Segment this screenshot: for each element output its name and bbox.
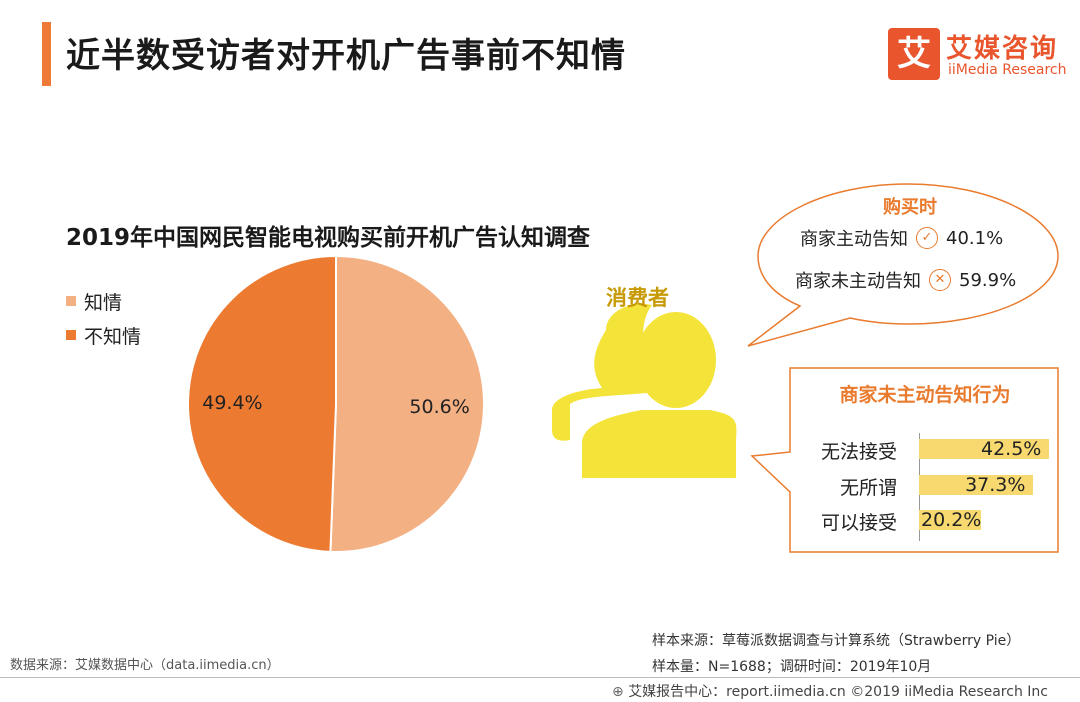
bar-category-label: 无法接受: [820, 441, 897, 463]
bubble-row-label: 商家主动告知: [800, 229, 908, 250]
logo-cn-text: 艾媒咨询: [946, 34, 1059, 64]
bar-category-label: 可以接受: [820, 512, 897, 534]
bubble-row-label: 商家未主动告知: [795, 271, 921, 292]
pie-data-label-0: 50.6%: [409, 396, 469, 418]
bubble-row-value: 40.1%: [946, 227, 1004, 249]
globe-icon: ⊕: [612, 684, 624, 700]
x-circle-icon: ✕: [929, 269, 951, 291]
check-circle-icon: ✓: [916, 227, 938, 249]
data-source: 数据来源：艾媒数据中心（data.iimedia.cn）: [10, 658, 280, 673]
consumer-label: 消费者: [606, 286, 669, 310]
legend-item-aware: 知情: [66, 284, 141, 318]
pie-slice-1: [187, 254, 337, 553]
bar: [919, 439, 1049, 459]
logo-en-text: iiMedia Research: [948, 62, 1067, 78]
bubble-row-value: 59.9%: [959, 269, 1017, 291]
logo: 艾 艾媒咨询 iiMedia Research: [888, 28, 1068, 84]
pie-chart-title: 2019年中国网民智能电视购买前开机广告认知调查: [66, 225, 591, 251]
page-title: 近半数受访者对开机广告事前不知情: [66, 36, 626, 76]
bar: [919, 510, 981, 530]
logo-icon: 艾: [888, 28, 940, 80]
bar-data-label: 20.2%: [921, 509, 982, 531]
legend-swatch-unaware: [66, 330, 76, 340]
legend-item-unaware: 不知情: [66, 318, 141, 352]
sample-size: 样本量：N=1688；调研时间：2019年10月: [652, 659, 932, 675]
bar-chart-title: 商家未主动告知行为: [839, 384, 1011, 406]
bubble-row-not-informed: 商家未主动告知 ✕ 59.9%: [795, 267, 1016, 293]
footer-bottom: ⊕ 艾媒报告中心：report.iimedia.cn ©2019 iiMedia…: [612, 681, 1048, 701]
pie-slice-0: [329, 254, 485, 553]
title-accent-bar: [42, 22, 51, 86]
legend-label-aware: 知情: [84, 291, 123, 314]
pie-data-label-1: 49.4%: [202, 392, 262, 414]
pie-legend: 知情 不知情: [66, 284, 141, 352]
bar-category-label: 无所谓: [839, 477, 897, 499]
legend-label-unaware: 不知情: [84, 325, 142, 348]
bar-data-label: 42.5%: [981, 438, 1042, 460]
footer-bottom-text: 艾媒报告中心：report.iimedia.cn ©2019 iiMedia R…: [628, 684, 1048, 700]
bubble-row-informed: 商家主动告知 ✓ 40.1%: [800, 225, 1003, 251]
bubble-title: 购买时: [883, 197, 937, 218]
sample-source: 样本来源：草莓派数据调查与计算系统（Strawberry Pie）: [652, 633, 1021, 649]
footer-divider: [0, 677, 1080, 678]
bar-data-label: 37.3%: [965, 474, 1026, 496]
bar: [919, 475, 1034, 495]
legend-swatch-aware: [66, 296, 76, 306]
